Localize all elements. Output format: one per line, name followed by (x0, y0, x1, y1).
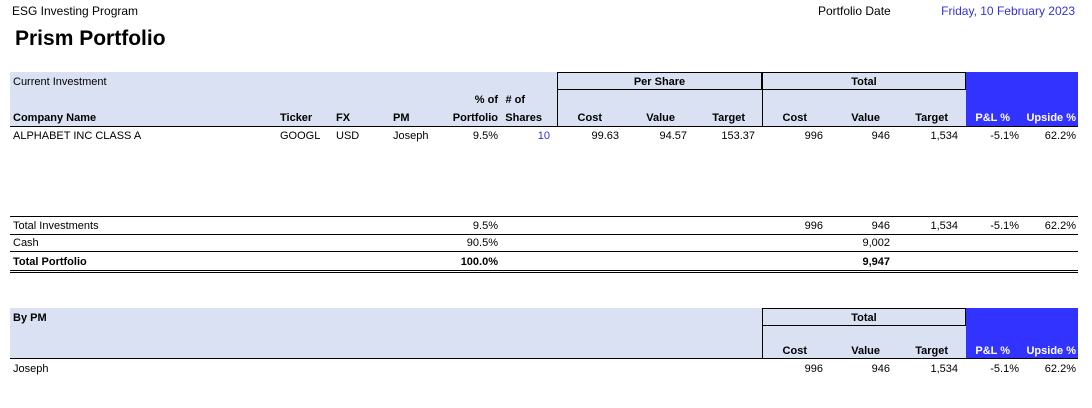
total-group-box (762, 72, 966, 90)
cell-ps-cost: 99.63 (591, 130, 619, 142)
portfolio-top-rule (10, 251, 1078, 252)
cell-fx: USD (336, 130, 360, 142)
portfolio-bottom-rule (10, 270, 1078, 273)
col-shares-bottom: Shares (505, 112, 542, 124)
cash-pct: 90.5% (466, 237, 498, 249)
by-pm-cell-value: 946 (871, 363, 890, 375)
by-pm-fill-left (10, 308, 762, 358)
by-pm-col-target: Target (915, 345, 948, 357)
per-share-label: Per Share (633, 76, 686, 88)
header-bottom-rule (10, 126, 1078, 127)
col-pm: PM (393, 112, 410, 124)
col-t-cost: Cost (782, 112, 807, 124)
total-portfolio-value: 9,947 (862, 256, 890, 268)
col-fx: FX (336, 112, 351, 124)
col-company: Company Name (13, 112, 97, 124)
total-investments-label: Total Investments (13, 220, 99, 232)
total-investments-cost: 996 (804, 220, 823, 232)
by-pm-performance-fill (966, 308, 1078, 358)
by-pm-total-label: Total (851, 312, 877, 324)
total-investments-target: 1,534 (930, 220, 958, 232)
total-label: Total (851, 76, 877, 88)
portfolio-date-label: Portfolio Date (818, 4, 891, 18)
section-label-current-investment: Current Investment (13, 76, 107, 88)
cell-pct: 9.5% (472, 130, 498, 142)
col-t-value: Value (851, 112, 880, 124)
cell-ticker: GOOGL (280, 130, 321, 142)
col-pl: P&L % (975, 112, 1010, 124)
cell-pl: -5.1% (990, 130, 1019, 142)
cell-t-value: 946 (871, 130, 890, 142)
total-investments-pl: -5.1% (990, 220, 1019, 232)
per-share-group-box (557, 72, 762, 90)
by-pm-header-rule (10, 358, 1078, 359)
col-pct-top: % of (474, 94, 498, 106)
header-fill-left (10, 72, 557, 126)
by-pm-section-label: By PM (13, 312, 47, 324)
by-pm-total-fill (762, 326, 966, 358)
by-pm-cell-upside: 62.2% (1044, 363, 1076, 375)
col-pct-bottom: Portfolio (452, 112, 498, 124)
total-portfolio-label: Total Portfolio (13, 256, 87, 268)
col-shares-top: # of (505, 94, 525, 106)
by-pm-col-value: Value (851, 345, 880, 357)
by-pm-col-cost: Cost (782, 345, 807, 357)
cell-ps-value: 94.57 (659, 130, 687, 142)
col-ps-cost: Cost (577, 112, 602, 124)
cell-pm: Joseph (393, 130, 429, 142)
program-name: ESG Investing Program (12, 4, 139, 18)
total-fill (762, 90, 966, 126)
cash-top-rule (10, 234, 1078, 235)
by-pm-cell-target: 1,534 (930, 363, 958, 375)
performance-fill (966, 72, 1078, 126)
totals-top-rule (10, 216, 1078, 217)
col-ps-target: Target (712, 112, 745, 124)
total-investments-value: 946 (871, 220, 890, 232)
cell-ps-target: 153.37 (721, 130, 755, 142)
portfolio-date-value: Friday, 10 February 2023 (941, 4, 1075, 18)
cell-t-cost: 996 (804, 130, 823, 142)
by-pm-col-upside: Upside % (1026, 345, 1076, 357)
by-pm-cell-pl: -5.1% (990, 363, 1019, 375)
col-upside: Upside % (1026, 112, 1076, 124)
col-t-target: Target (915, 112, 948, 124)
total-investments-upside: 62.2% (1044, 220, 1076, 232)
cell-shares: 10 (537, 130, 550, 142)
per-share-fill (557, 90, 762, 126)
page-title: Prism Portfolio (15, 27, 166, 50)
col-ticker: Ticker (280, 112, 313, 124)
col-ps-value: Value (646, 112, 675, 124)
cash-label: Cash (13, 237, 39, 249)
cell-upside: 62.2% (1044, 130, 1076, 142)
cell-t-target: 1,534 (930, 130, 958, 142)
by-pm-col-pl: P&L % (975, 345, 1010, 357)
total-portfolio-pct: 100.0% (460, 256, 498, 268)
total-investments-pct: 9.5% (472, 220, 498, 232)
by-pm-cell-cost: 996 (804, 363, 823, 375)
cash-value: 9,002 (862, 237, 890, 249)
by-pm-total-group-box (762, 308, 966, 326)
by-pm-cell-pm: Joseph (13, 363, 49, 375)
cell-company: ALPHABET INC CLASS A (13, 130, 142, 142)
